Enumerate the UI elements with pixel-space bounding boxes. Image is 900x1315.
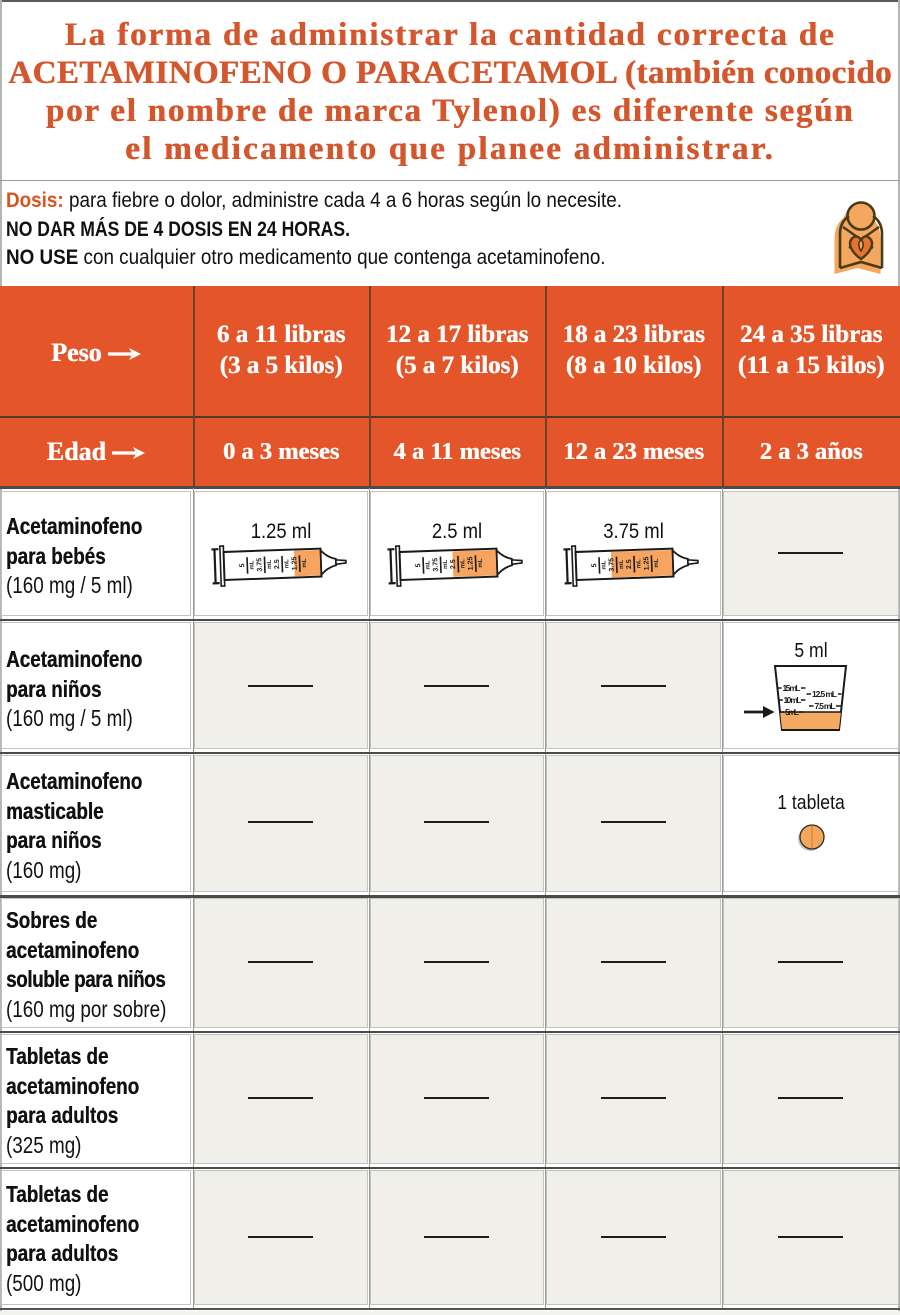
svg-text:mL: mL <box>302 558 308 568</box>
svg-text:10 mL: 10 mL <box>784 695 802 705</box>
svg-text:7.5 mL: 7.5 mL <box>815 701 836 711</box>
svg-text:mL: mL <box>619 559 625 569</box>
svg-text:2.5: 2.5 <box>450 559 457 569</box>
svg-text:3.75: 3.75 <box>256 558 263 572</box>
svg-text:mL: mL <box>425 560 431 570</box>
svg-text:mL: mL <box>636 559 642 569</box>
svg-text:1.25: 1.25 <box>467 556 474 570</box>
svg-text:5: 5 <box>239 563 246 567</box>
svg-text:5: 5 <box>415 563 422 567</box>
svg-text:mL: mL <box>249 560 255 570</box>
svg-text:2.5: 2.5 <box>274 559 281 569</box>
svg-text:mL: mL <box>284 559 290 569</box>
svg-text:5 mL: 5 mL <box>785 707 799 717</box>
svg-text:mL: mL <box>443 559 449 569</box>
svg-text:mL: mL <box>478 558 484 568</box>
svg-text:mL: mL <box>654 558 660 568</box>
svg-text:1.25: 1.25 <box>643 556 650 570</box>
svg-text:mL: mL <box>460 559 466 569</box>
svg-text:3.75: 3.75 <box>432 558 439 572</box>
svg-text:mL: mL <box>267 559 273 569</box>
svg-text:15 mL: 15 mL <box>783 683 801 693</box>
svg-text:2.5: 2.5 <box>626 559 633 569</box>
svg-text:5: 5 <box>591 563 598 567</box>
svg-text:12.5 mL: 12.5 mL <box>812 689 837 699</box>
svg-text:mL: mL <box>601 560 607 570</box>
svg-text:3.75: 3.75 <box>608 558 615 572</box>
svg-text:1.25: 1.25 <box>291 556 298 570</box>
